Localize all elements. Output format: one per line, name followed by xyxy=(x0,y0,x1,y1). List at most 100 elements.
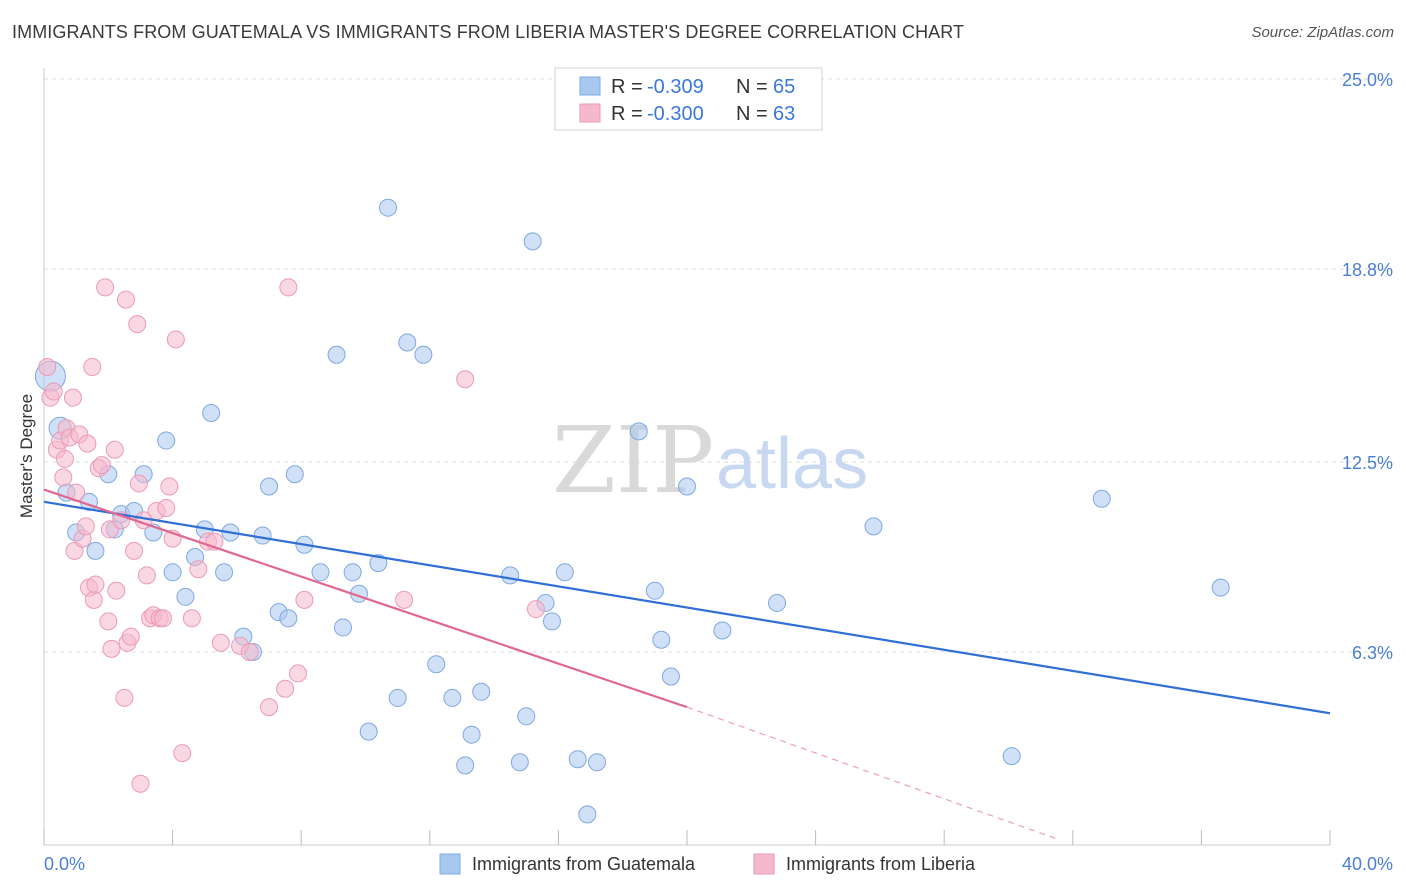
trend-lines xyxy=(43,488,1331,840)
point-guatemala-23 xyxy=(260,477,279,496)
point-liberia-22 xyxy=(96,278,115,297)
y-tick-labels: 6.3% 12.5% 18.8% 25.0% xyxy=(1342,70,1393,663)
point-guatemala-28 xyxy=(311,563,330,582)
grid-lines xyxy=(44,78,1394,653)
point-liberia-2 xyxy=(44,382,63,401)
point-guatemala-43 xyxy=(472,682,491,701)
point-liberia-0 xyxy=(38,358,57,377)
bottom-legend-swatch-guatemala xyxy=(439,853,461,875)
legend-swatch-liberia xyxy=(579,103,601,123)
legend-swatch-guatemala xyxy=(579,76,601,96)
point-liberia-55 xyxy=(240,642,259,661)
point-liberia-9 xyxy=(63,388,82,407)
legend-n-label-liberia: N = xyxy=(736,103,768,125)
legend-n-value-liberia: 63 xyxy=(773,103,795,125)
point-liberia-23 xyxy=(99,612,118,631)
point-guatemala-29 xyxy=(327,345,346,364)
bottom-legend-label-liberia: Immigrants from Liberia xyxy=(786,854,976,874)
point-liberia-34 xyxy=(128,315,147,334)
point-liberia-14 xyxy=(76,517,95,536)
point-guatemala-14 xyxy=(176,587,195,606)
point-liberia-62 xyxy=(456,370,475,389)
point-guatemala-31 xyxy=(343,563,362,582)
point-guatemala-22 xyxy=(253,526,272,545)
point-liberia-19 xyxy=(86,575,105,594)
point-liberia-50 xyxy=(189,560,208,579)
point-liberia-25 xyxy=(102,639,121,658)
point-guatemala-53 xyxy=(587,753,606,772)
point-liberia-57 xyxy=(276,679,295,698)
point-liberia-32 xyxy=(121,627,140,646)
point-guatemala-45 xyxy=(510,753,529,772)
point-guatemala-41 xyxy=(456,756,475,775)
point-guatemala-33 xyxy=(359,722,378,741)
point-liberia-45 xyxy=(160,477,179,496)
x-tick-label-0: 0.0% xyxy=(44,854,85,874)
trendline-guatemala xyxy=(43,500,1331,715)
point-liberia-30 xyxy=(116,290,135,309)
point-guatemala-55 xyxy=(645,581,664,600)
point-guatemala-49 xyxy=(542,612,561,631)
point-liberia-48 xyxy=(173,744,192,763)
bottom-legend-swatch-liberia xyxy=(753,853,775,875)
point-liberia-59 xyxy=(288,664,307,683)
bottom-legend-label-guatemala: Immigrants from Guatemala xyxy=(472,854,696,874)
point-guatemala-26 xyxy=(285,465,304,484)
point-guatemala-18 xyxy=(215,563,234,582)
point-liberia-36 xyxy=(131,774,150,793)
point-guatemala-13 xyxy=(163,563,182,582)
point-guatemala-40 xyxy=(443,688,462,707)
point-liberia-53 xyxy=(211,633,230,652)
chart-title: IMMIGRANTS FROM GUATEMALA VS IMMIGRANTS … xyxy=(12,22,965,42)
point-guatemala-56 xyxy=(652,630,671,649)
point-liberia-33 xyxy=(125,541,144,560)
x-tick-label-1: 40.0% xyxy=(1342,854,1393,874)
legend-box: R = -0.309 N = 65 R = -0.300 N = 63 xyxy=(554,67,823,131)
point-guatemala-12 xyxy=(157,431,176,450)
y-tick-label-2: 18.8% xyxy=(1342,260,1393,280)
point-guatemala-50 xyxy=(555,563,574,582)
point-guatemala-46 xyxy=(517,707,536,726)
point-liberia-15 xyxy=(78,434,97,453)
point-guatemala-35 xyxy=(379,198,398,217)
point-guatemala-62 xyxy=(1002,747,1021,766)
point-guatemala-58 xyxy=(678,477,696,496)
point-guatemala-5 xyxy=(86,541,105,560)
y-tick-label-3: 25.0% xyxy=(1342,70,1393,90)
point-guatemala-60 xyxy=(768,593,787,612)
point-guatemala-25 xyxy=(279,609,298,628)
series-liberia-points xyxy=(38,278,545,793)
point-liberia-43 xyxy=(153,609,172,628)
legend-r-label-liberia: R = xyxy=(611,103,643,125)
point-guatemala-64 xyxy=(1211,578,1230,597)
x-tick-labels: 0.0% 40.0% xyxy=(44,854,1393,874)
point-guatemala-63 xyxy=(1092,489,1111,508)
legend-n-value-guatemala: 65 xyxy=(773,76,795,98)
watermark-atlas: atlas xyxy=(716,424,868,504)
point-liberia-27 xyxy=(107,581,126,600)
point-liberia-61 xyxy=(395,590,414,609)
point-guatemala-42 xyxy=(462,725,481,744)
point-guatemala-51 xyxy=(568,750,587,769)
legend-r-value-guatemala: -0.309 xyxy=(647,76,704,98)
point-liberia-5 xyxy=(54,468,73,487)
point-liberia-63 xyxy=(526,600,545,619)
point-liberia-56 xyxy=(260,698,279,717)
legend-r-label-guatemala: R = xyxy=(611,76,643,98)
point-guatemala-34 xyxy=(369,554,388,573)
watermark-zip: ZIP xyxy=(552,407,714,514)
point-guatemala-37 xyxy=(398,333,417,352)
trendline-liberia xyxy=(43,488,688,709)
point-liberia-44 xyxy=(157,498,176,517)
trendline-liberia-extension xyxy=(686,706,1057,840)
point-liberia-60 xyxy=(295,590,314,609)
point-liberia-38 xyxy=(137,566,156,585)
point-liberia-29 xyxy=(115,688,134,707)
point-guatemala-36 xyxy=(388,688,407,707)
point-guatemala-44 xyxy=(501,566,520,585)
point-liberia-17 xyxy=(83,358,102,377)
point-liberia-35 xyxy=(129,474,148,493)
y-axis-title: Master's Degree xyxy=(17,394,36,518)
point-liberia-26 xyxy=(105,440,124,459)
